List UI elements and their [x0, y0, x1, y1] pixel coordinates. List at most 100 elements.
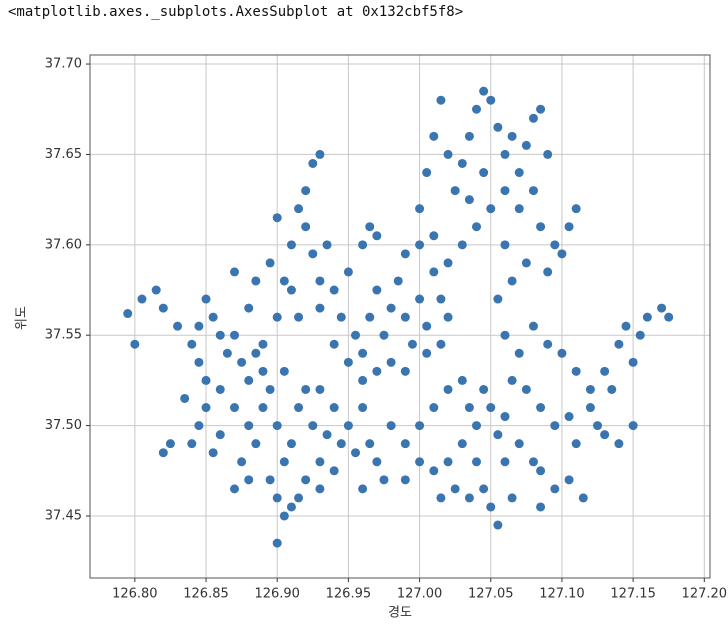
- y-tick-label: 37.70: [45, 57, 82, 72]
- point: [635, 330, 645, 340]
- point: [571, 366, 581, 376]
- point: [180, 393, 190, 403]
- point: [450, 186, 460, 196]
- point: [600, 430, 610, 440]
- point: [279, 366, 289, 376]
- point: [372, 285, 382, 295]
- point: [464, 493, 474, 503]
- point: [251, 276, 261, 286]
- point: [322, 430, 332, 440]
- point: [294, 312, 304, 322]
- point: [208, 448, 218, 458]
- point: [415, 457, 425, 467]
- point: [365, 439, 375, 449]
- point: [550, 421, 560, 431]
- point: [343, 357, 353, 367]
- point: [443, 312, 453, 322]
- point: [329, 403, 339, 413]
- point: [536, 502, 546, 512]
- point: [564, 475, 574, 485]
- point: [507, 493, 517, 503]
- point: [571, 439, 581, 449]
- point: [130, 339, 140, 349]
- point: [230, 484, 240, 494]
- point: [457, 158, 467, 168]
- point: [500, 186, 510, 196]
- point: [528, 457, 538, 467]
- point: [322, 240, 332, 250]
- point: [550, 484, 560, 494]
- point: [493, 430, 503, 440]
- point: [628, 357, 638, 367]
- point: [158, 448, 168, 458]
- point: [528, 186, 538, 196]
- point: [564, 412, 574, 422]
- point: [578, 493, 588, 503]
- point: [315, 484, 325, 494]
- point: [464, 131, 474, 141]
- point: [429, 131, 439, 141]
- point: [315, 276, 325, 286]
- point: [550, 240, 560, 250]
- point: [286, 502, 296, 512]
- point: [343, 421, 353, 431]
- point: [201, 375, 211, 385]
- point: [258, 403, 268, 413]
- point: [614, 439, 624, 449]
- point: [201, 403, 211, 413]
- point: [443, 384, 453, 394]
- x-tick-label: 127.05: [468, 587, 514, 602]
- point: [315, 303, 325, 313]
- point: [358, 348, 368, 358]
- output-text: <matplotlib.axes._subplots.AxesSubplot a…: [8, 4, 464, 20]
- point: [543, 149, 553, 159]
- point: [400, 249, 410, 259]
- point: [400, 312, 410, 322]
- point: [258, 339, 268, 349]
- point: [500, 457, 510, 467]
- point: [543, 267, 553, 277]
- point: [472, 104, 482, 114]
- point: [521, 384, 531, 394]
- y-tick-label: 37.50: [45, 418, 82, 433]
- point: [429, 466, 439, 476]
- point: [500, 240, 510, 250]
- point: [123, 309, 133, 319]
- point: [457, 240, 467, 250]
- point: [230, 330, 240, 340]
- point: [301, 222, 311, 232]
- point: [585, 384, 595, 394]
- point: [237, 457, 247, 467]
- point: [472, 421, 482, 431]
- point: [479, 86, 489, 96]
- point: [173, 321, 183, 331]
- point: [329, 285, 339, 295]
- point: [536, 222, 546, 232]
- point: [279, 276, 289, 286]
- point: [486, 95, 496, 105]
- point: [379, 475, 389, 485]
- point: [415, 240, 425, 250]
- y-tick-label: 37.65: [45, 147, 82, 162]
- point: [208, 312, 218, 322]
- point: [137, 294, 147, 304]
- point: [557, 249, 567, 259]
- point: [358, 375, 368, 385]
- x-tick-label: 127.20: [682, 587, 728, 602]
- point: [464, 195, 474, 205]
- point: [486, 403, 496, 413]
- point: [585, 403, 595, 413]
- point: [415, 421, 425, 431]
- y-tick-label: 37.60: [45, 237, 82, 252]
- point: [244, 303, 254, 313]
- point: [457, 439, 467, 449]
- point: [272, 538, 282, 548]
- point: [351, 448, 361, 458]
- y-axis-label: 위도: [15, 306, 30, 330]
- point: [265, 475, 275, 485]
- point: [521, 258, 531, 268]
- point: [664, 312, 674, 322]
- point: [472, 222, 482, 232]
- x-axis-label: 경도: [388, 606, 412, 621]
- point: [429, 267, 439, 277]
